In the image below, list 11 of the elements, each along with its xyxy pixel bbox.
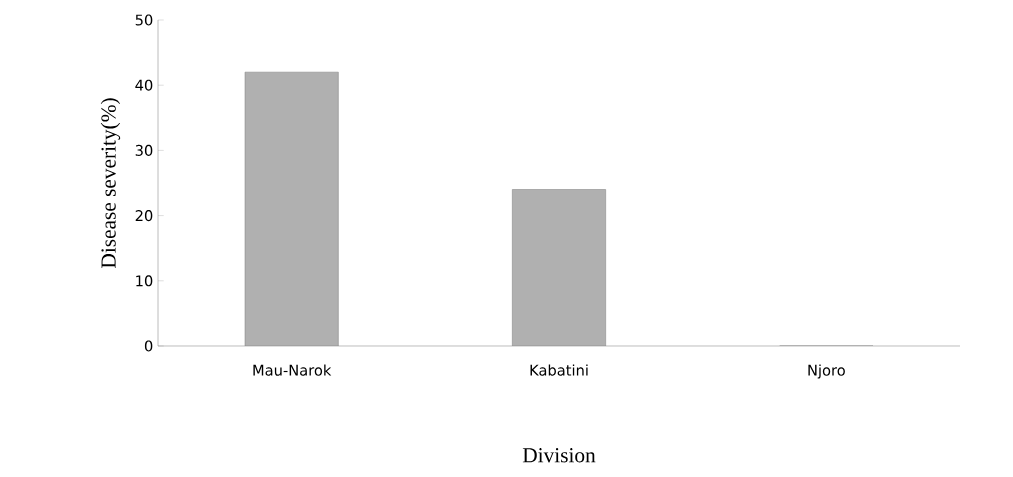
y-tick-label: 0 bbox=[144, 340, 153, 352]
y-axis-title: Disease severity(%) bbox=[100, 98, 121, 268]
x-axis-title: Division bbox=[522, 448, 596, 463]
y-tick-label: 10 bbox=[136, 275, 153, 287]
y-tick-label: 50 bbox=[135, 14, 153, 26]
y-tick-label: 30 bbox=[135, 144, 153, 156]
x-tick-label: Kabatini bbox=[530, 364, 588, 376]
x-tick-label: Mau-Narok bbox=[253, 364, 332, 376]
y-tick-label: 40 bbox=[135, 79, 153, 91]
x-tick-label: Njoro bbox=[808, 364, 845, 379]
y-tick-label: 20 bbox=[135, 210, 153, 222]
